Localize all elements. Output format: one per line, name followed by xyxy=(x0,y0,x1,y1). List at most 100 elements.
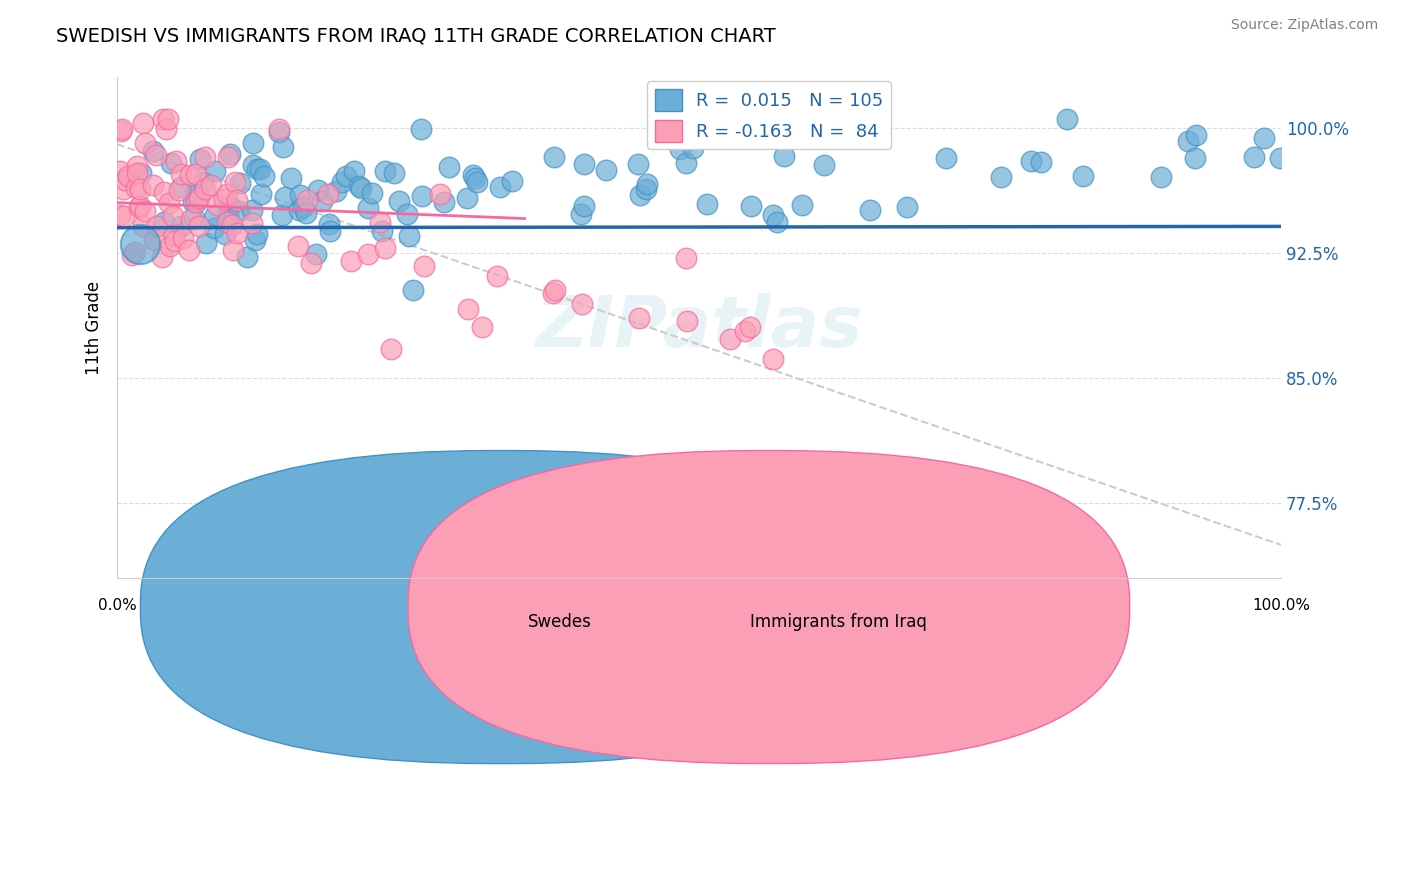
Point xyxy=(142,178,165,193)
Point xyxy=(157,195,180,210)
Point xyxy=(229,177,252,191)
Point xyxy=(186,167,208,181)
Point xyxy=(773,148,796,162)
Point xyxy=(215,214,238,228)
Point xyxy=(374,241,396,255)
Point xyxy=(170,180,193,194)
Point xyxy=(1149,170,1171,185)
Point xyxy=(682,141,704,155)
Point xyxy=(762,209,785,223)
Point xyxy=(572,199,595,213)
Point xyxy=(128,200,150,214)
Point xyxy=(160,156,183,170)
Point xyxy=(501,174,523,188)
Point xyxy=(409,122,432,136)
Point xyxy=(1253,131,1275,145)
Point xyxy=(177,244,200,258)
Point xyxy=(246,162,269,177)
Point xyxy=(1243,150,1265,164)
Point xyxy=(243,232,266,246)
Point xyxy=(790,198,813,212)
Point xyxy=(125,160,148,174)
Point xyxy=(124,245,146,260)
Point xyxy=(433,195,456,210)
Point xyxy=(439,160,461,174)
Point xyxy=(291,200,314,214)
Point xyxy=(112,210,135,224)
Point xyxy=(150,250,173,264)
Point xyxy=(627,156,650,170)
Point xyxy=(398,229,420,244)
Point xyxy=(361,186,384,201)
Point xyxy=(990,170,1012,185)
Point xyxy=(146,219,169,234)
Point xyxy=(330,175,353,189)
Point xyxy=(132,116,155,130)
Point xyxy=(205,198,228,212)
Point xyxy=(357,246,380,260)
Point xyxy=(112,182,135,196)
Point xyxy=(240,202,263,217)
Point xyxy=(253,169,276,184)
Point xyxy=(464,170,486,185)
Point xyxy=(307,183,329,197)
Point xyxy=(636,181,658,195)
Point xyxy=(156,112,179,127)
Point xyxy=(152,112,174,127)
Point xyxy=(226,226,249,240)
Point xyxy=(159,238,181,252)
Point xyxy=(371,224,394,238)
Point xyxy=(217,209,239,223)
Point xyxy=(288,203,311,218)
Point xyxy=(374,164,396,178)
Point xyxy=(142,144,165,158)
Point xyxy=(669,142,692,156)
Point xyxy=(343,164,366,178)
Point xyxy=(740,319,762,334)
Point xyxy=(249,161,271,176)
Point xyxy=(628,187,651,202)
Point xyxy=(250,187,273,202)
Point xyxy=(217,150,239,164)
Point xyxy=(1056,112,1078,127)
Point xyxy=(269,122,291,136)
Point xyxy=(111,121,134,136)
Point xyxy=(543,150,565,164)
Point xyxy=(169,167,191,181)
Point xyxy=(485,268,508,283)
Point xyxy=(129,237,152,252)
Point xyxy=(935,151,957,165)
Point xyxy=(180,212,202,227)
Point xyxy=(165,154,187,169)
Point xyxy=(186,194,208,209)
Point xyxy=(153,186,176,200)
Point xyxy=(380,342,402,356)
Point xyxy=(1184,151,1206,165)
Point xyxy=(382,166,405,180)
Point xyxy=(153,215,176,229)
Point xyxy=(319,224,342,238)
Point xyxy=(226,193,249,207)
Point xyxy=(541,286,564,301)
Point xyxy=(457,301,479,316)
Point xyxy=(129,182,152,196)
Point xyxy=(132,219,155,233)
Point xyxy=(274,190,297,204)
Point xyxy=(461,168,484,182)
Point xyxy=(163,228,186,243)
Point xyxy=(456,191,478,205)
Point xyxy=(179,168,201,182)
Point xyxy=(170,219,193,233)
Point xyxy=(181,195,204,210)
Point xyxy=(370,215,392,229)
Point xyxy=(294,206,316,220)
Point xyxy=(1019,153,1042,168)
Point xyxy=(214,227,236,242)
Point xyxy=(280,170,302,185)
Point xyxy=(228,204,250,219)
Point xyxy=(117,169,139,183)
Point xyxy=(110,123,132,137)
Point xyxy=(145,148,167,162)
Point xyxy=(267,125,290,139)
Point xyxy=(813,158,835,172)
